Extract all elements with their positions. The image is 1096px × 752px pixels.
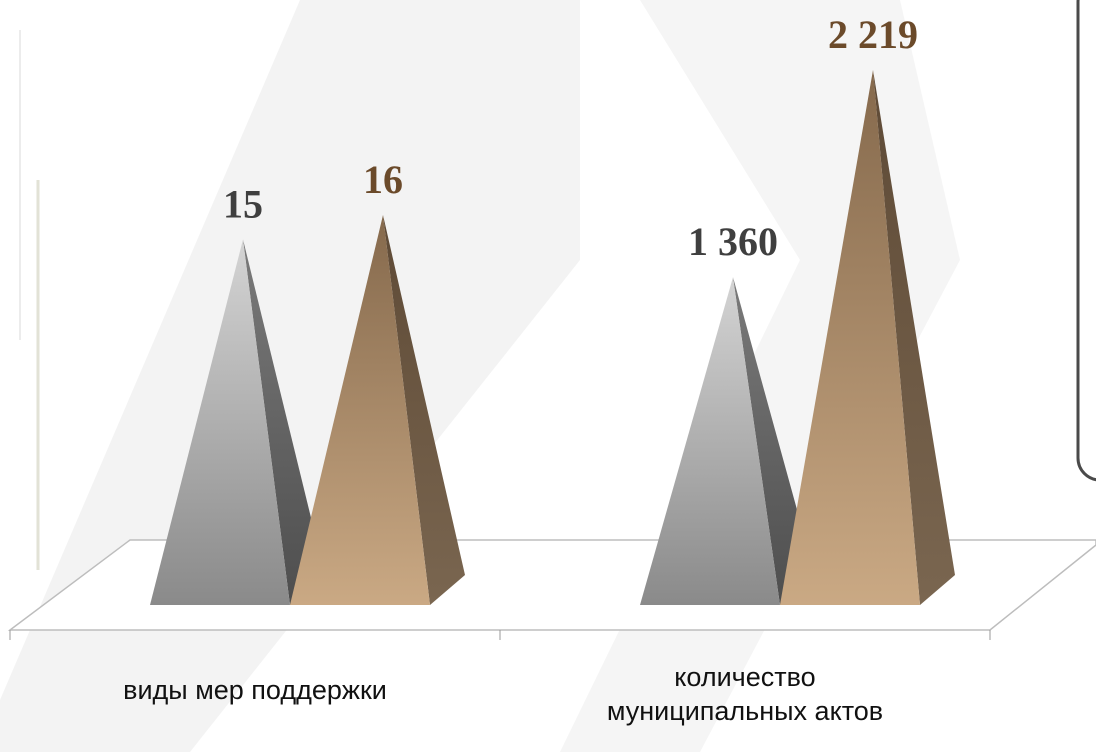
pyramid	[780, 70, 955, 605]
background-chevron	[0, 0, 580, 752]
value-label: 15	[223, 181, 263, 226]
category-label: количество муниципальных актов	[606, 662, 884, 726]
pyramid-front	[780, 70, 920, 605]
legend-box	[1076, 0, 1096, 482]
category-label: виды мер поддержки	[123, 675, 387, 705]
pyramid-side	[243, 239, 325, 605]
value-label: 16	[363, 157, 403, 202]
value-label: 2 219	[828, 12, 918, 57]
pyramid-side	[873, 70, 955, 605]
pyramid	[290, 215, 465, 605]
pyramid-side	[383, 215, 465, 605]
pyramid	[150, 239, 325, 605]
value-label: 1 360	[688, 219, 778, 264]
pyramid-front	[150, 239, 290, 605]
pyramid-front	[640, 277, 780, 605]
pyramid-front	[290, 215, 430, 605]
